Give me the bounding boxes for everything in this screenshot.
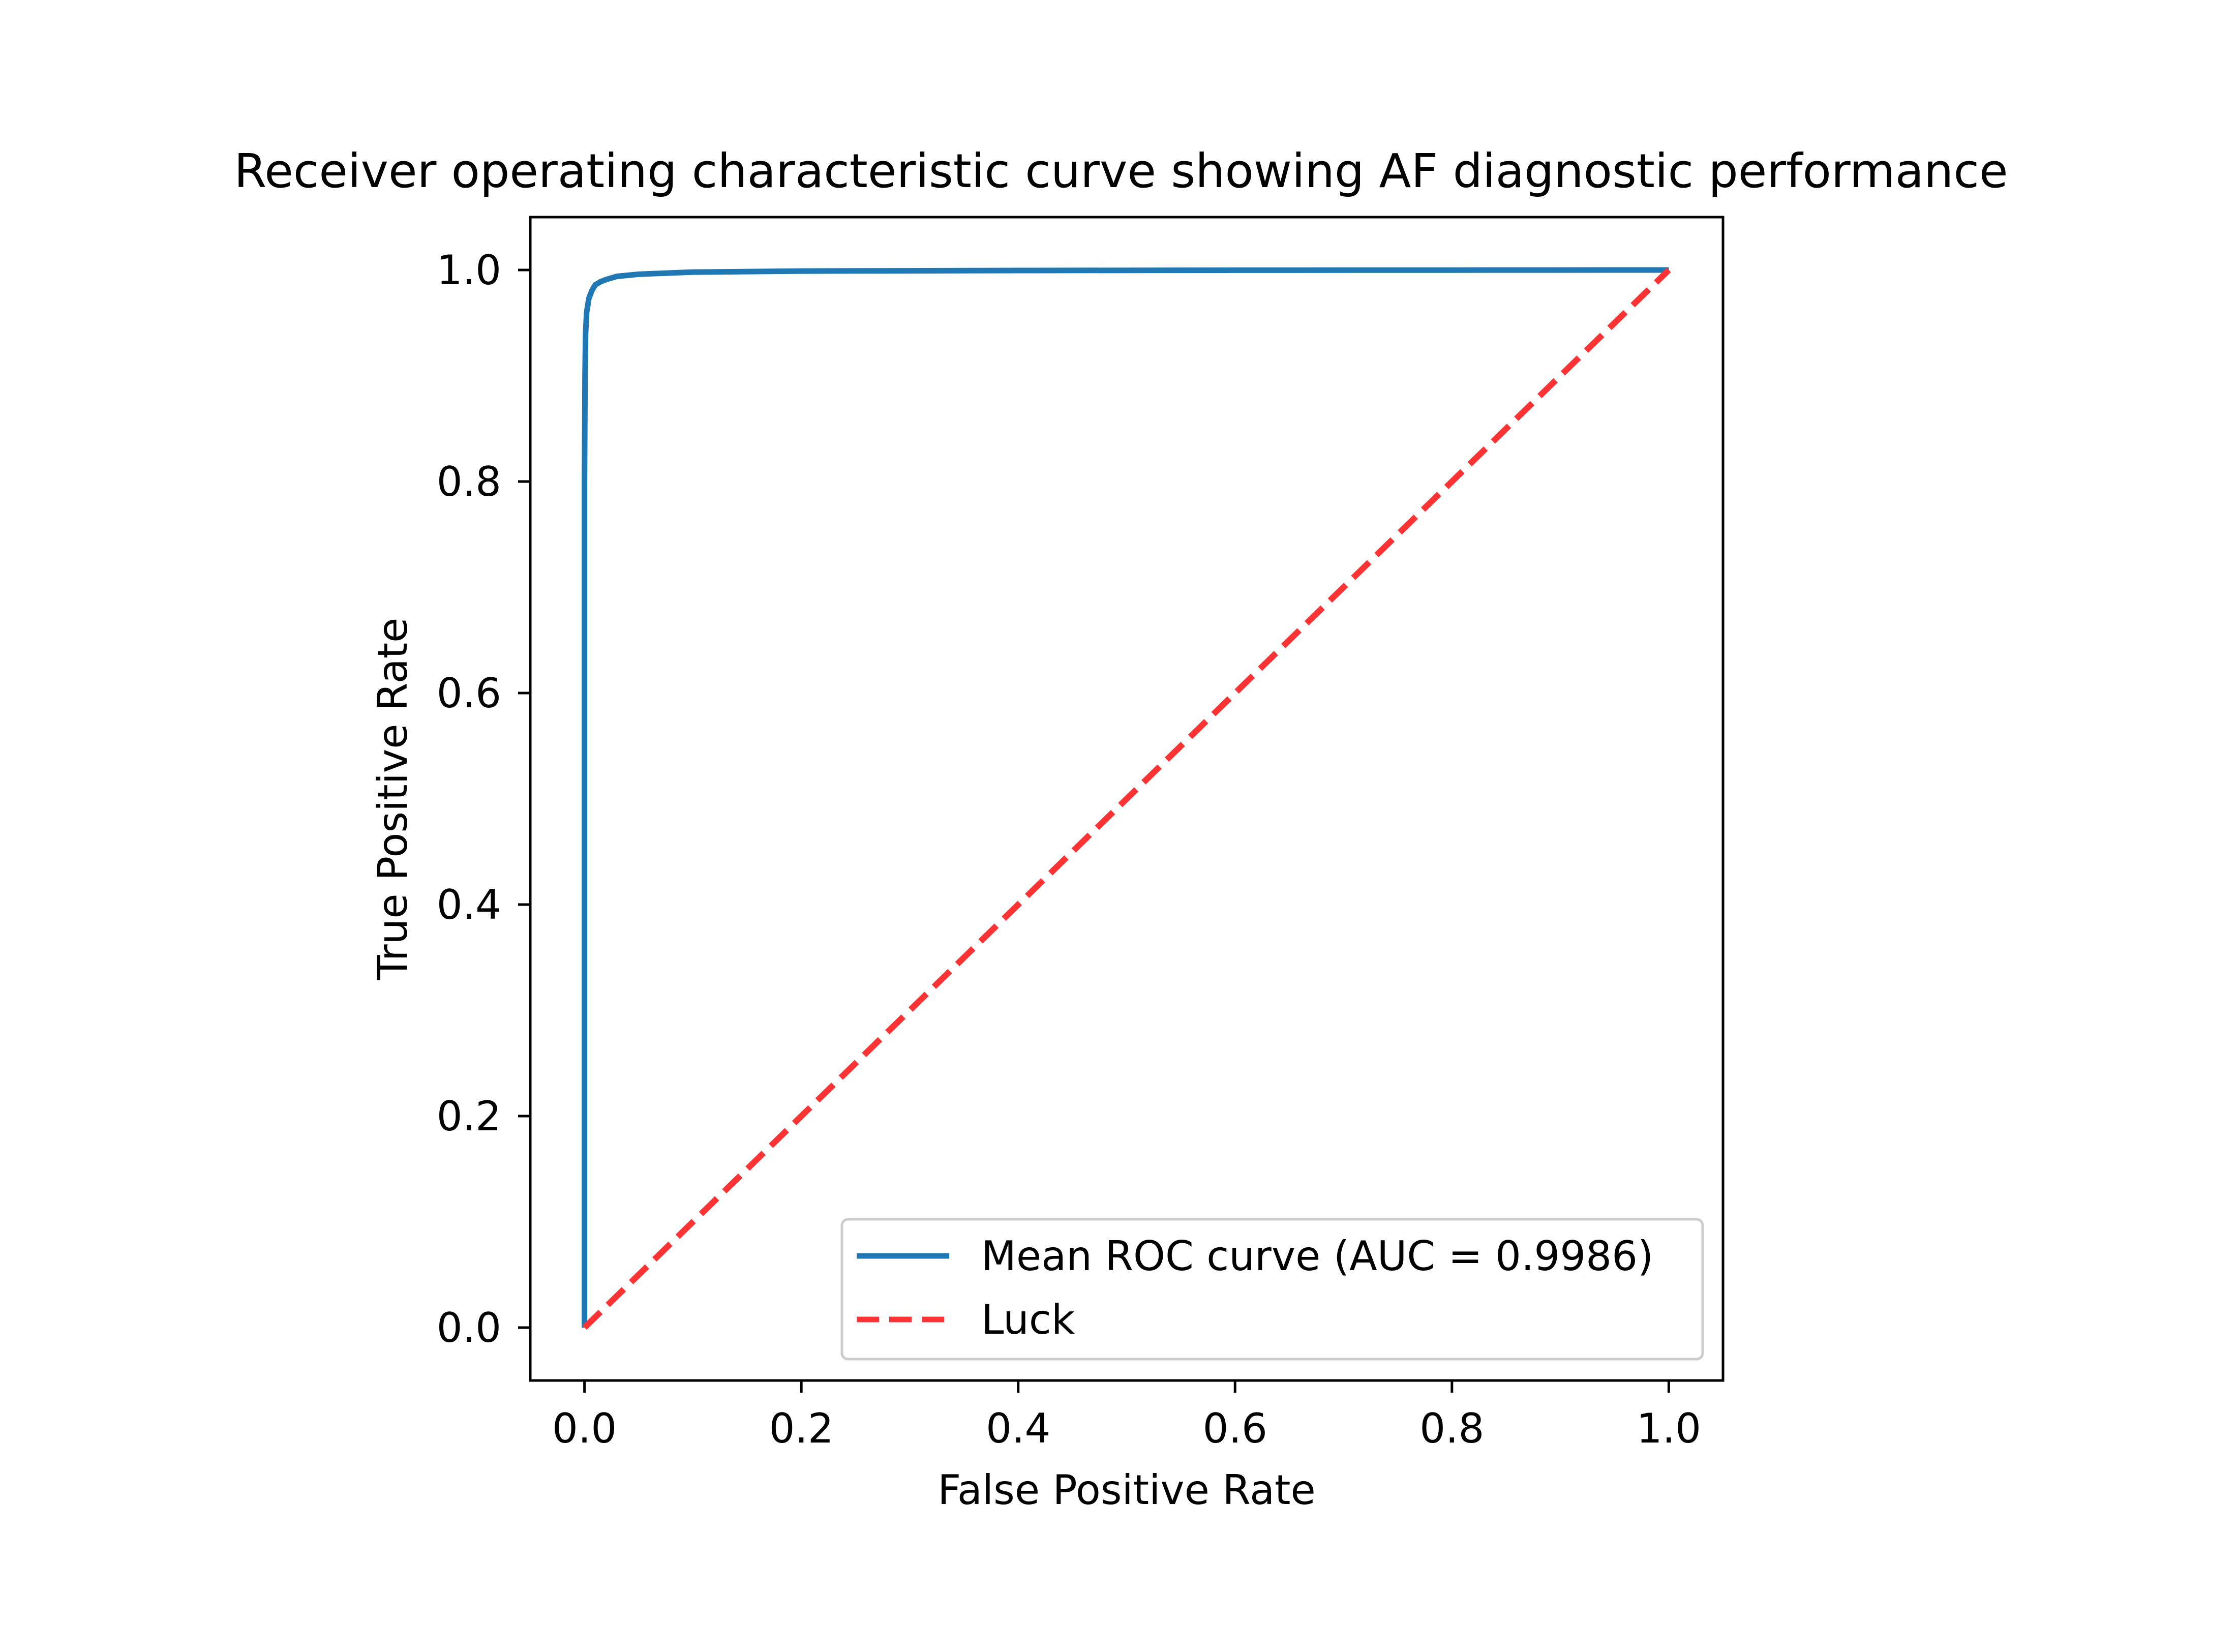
x-tick-label: 0.4: [986, 1405, 1050, 1452]
series-layer: [582, 267, 1671, 1330]
x-tick-label: 0.0: [552, 1405, 617, 1452]
x-axis-ticks: 0.0 0.2 0.4 0.6 0.8 1.0: [552, 1380, 1701, 1452]
x-tick-label: 0.8: [1419, 1405, 1484, 1452]
y-tick-label: 1.0: [437, 247, 501, 294]
y-tick-label: 0.2: [437, 1093, 501, 1140]
y-axis-ticks: 0.0 0.2 0.4 0.6 0.8 1.0: [437, 247, 530, 1351]
x-axis-label: False Positive Rate: [938, 1466, 1316, 1514]
x-tick-label: 0.2: [769, 1405, 834, 1452]
plot-area: [529, 216, 1725, 1382]
legend-frame: [840, 1218, 1704, 1361]
y-tick-label: 0.4: [437, 881, 501, 928]
y-tick-label: 0.6: [437, 670, 501, 717]
chart-title: Receiver operating characteristic curve …: [234, 144, 2008, 198]
y-tick-label: 0.0: [437, 1304, 501, 1351]
luck-diagonal-line: [582, 267, 1671, 1330]
y-axis-label: True Positive Rate: [369, 618, 416, 981]
x-tick-label: 1.0: [1637, 1405, 1701, 1452]
mean-roc-curve-line: [582, 267, 1669, 1328]
x-tick-label: 0.6: [1203, 1405, 1267, 1452]
y-tick-label: 0.8: [437, 458, 501, 505]
legend: Mean ROC curve (AUC = 0.9986) Luck: [840, 1218, 1704, 1361]
legend-label-mean-roc: Mean ROC curve (AUC = 0.9986): [981, 1233, 1653, 1280]
legend-label-luck: Luck: [981, 1296, 1075, 1343]
